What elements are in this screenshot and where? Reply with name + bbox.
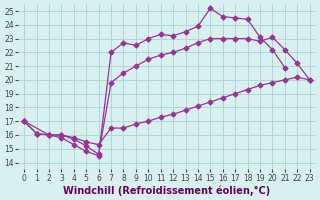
X-axis label: Windchill (Refroidissement éolien,°C): Windchill (Refroidissement éolien,°C) <box>63 185 270 196</box>
